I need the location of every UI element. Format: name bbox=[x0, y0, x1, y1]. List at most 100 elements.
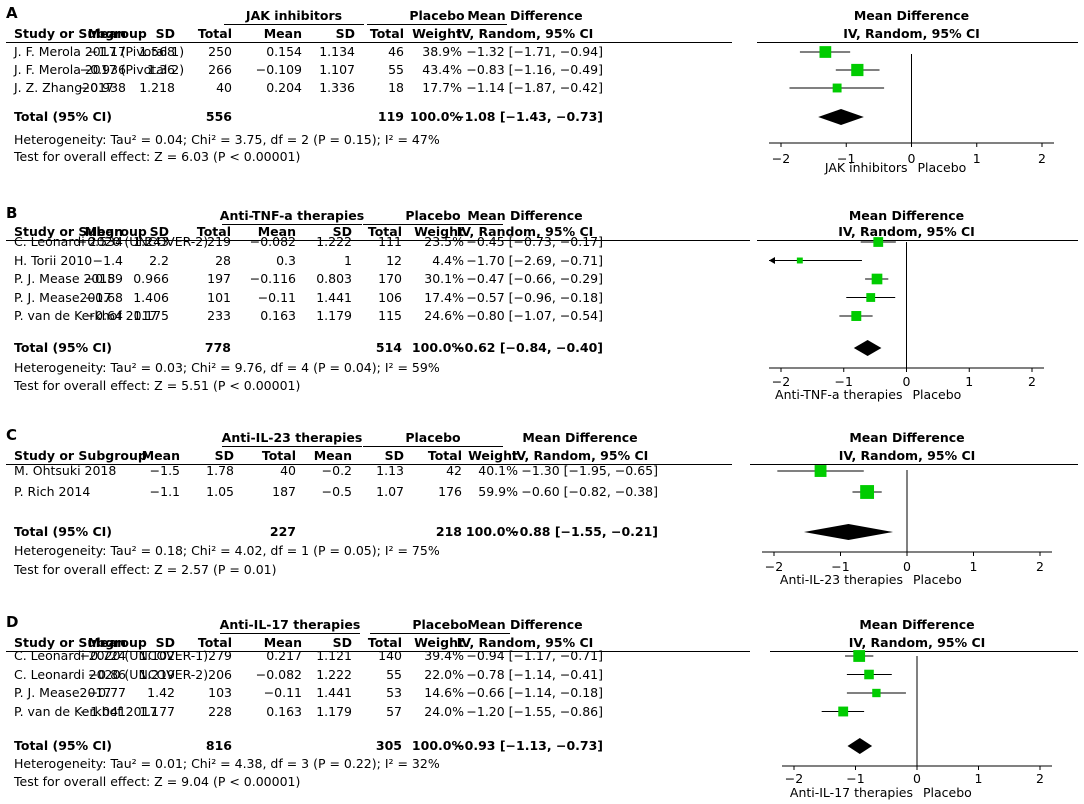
total-label: Total (95% CI) bbox=[14, 524, 113, 539]
ci-cell: −0.83 [−1.16, −0.49] bbox=[466, 62, 603, 77]
sd2-cell: 1.222 bbox=[316, 234, 352, 249]
study-name: P. Rich 2014 bbox=[14, 484, 91, 499]
plot-subtitle: IV, Random, 95% CI bbox=[848, 635, 986, 650]
mean2-cell: −0.116 bbox=[249, 271, 296, 286]
group2-header: Placebo bbox=[409, 8, 465, 23]
weight-col-header: Weight bbox=[414, 635, 464, 650]
n1-cell: 197 bbox=[207, 271, 231, 286]
mean1-cell: −0.59 bbox=[84, 271, 123, 286]
weight-col-header: Weight bbox=[412, 26, 462, 41]
weight-cell: 17.7% bbox=[422, 80, 462, 95]
total-label: Total (95% CI) bbox=[14, 738, 113, 753]
mean1-cell: −1.041 bbox=[79, 703, 126, 719]
mean1-cell: −0.936 bbox=[79, 62, 126, 77]
n1-cell: 40 bbox=[280, 463, 296, 478]
sd1-cell: 1.05 bbox=[206, 484, 234, 499]
ci-cell: −1.14 [−1.87, −0.42] bbox=[466, 80, 603, 95]
mean2-cell: −0.5 bbox=[321, 484, 352, 499]
sd1-cell: 1.568 bbox=[139, 44, 175, 59]
weight-col-header: Weight bbox=[414, 224, 464, 239]
n2-cell: 111 bbox=[378, 234, 402, 249]
total-diamond bbox=[803, 524, 894, 540]
heterogeneity-note: Heterogeneity: Tau² = 0.18; Chi² = 4.02,… bbox=[14, 543, 440, 558]
group1-header: Anti-TNF-a therapies bbox=[219, 208, 365, 223]
n2-cell: 53 bbox=[386, 685, 402, 700]
sd2-cell: 1.134 bbox=[319, 44, 355, 59]
mean1-cell: −1.5 bbox=[149, 463, 180, 478]
mean2-col-header: Mean bbox=[263, 635, 302, 650]
panel-label: B bbox=[6, 204, 18, 222]
study-col-header: Study or Subgroup bbox=[14, 448, 147, 463]
sd1-cell: 1.175 bbox=[133, 308, 169, 323]
study-marker bbox=[851, 311, 862, 321]
sd1-col-header: SD bbox=[155, 26, 175, 41]
study-marker bbox=[814, 465, 827, 477]
mean1-cell: −0.86 bbox=[87, 666, 126, 682]
x-tick-label: 1 bbox=[975, 771, 983, 786]
group1-rule bbox=[222, 224, 362, 225]
n2-cell: 170 bbox=[378, 271, 402, 286]
sd2-cell: 1.441 bbox=[316, 685, 352, 700]
mean2-cell: 0.3 bbox=[276, 252, 296, 268]
heterogeneity-note: Heterogeneity: Tau² = 0.01; Chi² = 4.38,… bbox=[14, 756, 440, 771]
x-tick-label: 2 bbox=[1038, 151, 1046, 166]
study-name: H. Torii 2010 bbox=[14, 252, 93, 268]
mean2-cell: −0.11 bbox=[257, 289, 296, 305]
x-tick-label: 2 bbox=[1036, 559, 1044, 574]
total-label: Total (95% CI) bbox=[14, 109, 113, 124]
x-tick-label: 1 bbox=[973, 151, 981, 166]
ci-cell: −0.66 [−1.14, −0.18] bbox=[466, 685, 603, 700]
x-tick-label: 1 bbox=[965, 374, 973, 389]
mean2-cell: −0.082 bbox=[249, 234, 296, 249]
header-rule bbox=[6, 651, 750, 652]
mean1-cell: −0.534 bbox=[76, 234, 123, 249]
n2-cell: 55 bbox=[388, 62, 404, 77]
total1-col-header: Total bbox=[261, 448, 296, 463]
md-header: Mean Difference bbox=[522, 430, 638, 445]
ci-cell: −1.32 [−1.71, −0.94] bbox=[466, 44, 603, 59]
heterogeneity-note: Heterogeneity: Tau² = 0.03; Chi² = 9.76,… bbox=[14, 360, 440, 375]
total-weight: 100.0% bbox=[411, 340, 464, 355]
sd1-cell: 1.406 bbox=[133, 289, 169, 305]
x-tick-label: −2 bbox=[772, 374, 790, 389]
mean2-cell: 0.217 bbox=[266, 648, 302, 663]
favors-left-label: JAK inhibitors bbox=[824, 160, 908, 175]
favors-left-label: Anti-IL-17 therapies bbox=[790, 785, 913, 800]
weight-cell: 40.1% bbox=[478, 463, 518, 478]
favors-left-label: Anti-IL-23 therapies bbox=[780, 572, 903, 587]
sd2-cell: 1 bbox=[344, 252, 352, 268]
total-n1: 816 bbox=[205, 738, 232, 753]
total2-col-header: Total bbox=[367, 635, 402, 650]
plot-header-rule bbox=[750, 464, 1078, 465]
study-marker bbox=[796, 257, 803, 264]
study-name: P. J. Mease2017 bbox=[14, 289, 112, 305]
sd1-cell: 1.78 bbox=[206, 463, 234, 478]
favors-right-label: Placebo bbox=[923, 785, 972, 800]
mean1-cell: −0.68 bbox=[84, 289, 123, 305]
total2-col-header: Total bbox=[367, 224, 402, 239]
n1-cell: 103 bbox=[208, 685, 232, 700]
mean1-cell: −0.938 bbox=[79, 80, 126, 95]
sd2-cell: 0.803 bbox=[316, 271, 352, 286]
sd1-cell: 1.36 bbox=[147, 62, 175, 77]
plot-header-rule bbox=[757, 240, 1078, 241]
weight-cell: 30.1% bbox=[424, 271, 464, 286]
group1-header: Anti-IL-23 therapies bbox=[221, 430, 363, 445]
x-tick-label: −1 bbox=[846, 771, 864, 786]
weight-cell: 14.6% bbox=[424, 685, 464, 700]
mean1-col-header: Mean bbox=[87, 635, 126, 650]
favors-right-label: Placebo bbox=[913, 387, 962, 402]
study-name: P. van de Kerkhof 2017 bbox=[14, 308, 158, 323]
n1-cell: 101 bbox=[207, 289, 231, 305]
sd1-cell: 1.42 bbox=[147, 685, 175, 700]
total-n2: 514 bbox=[375, 340, 402, 355]
total-n2: 119 bbox=[377, 109, 404, 124]
overall-effect-note: Test for overall effect: Z = 6.03 (P < 0… bbox=[14, 149, 301, 164]
plot-subtitle: IV, Random, 95% CI bbox=[838, 448, 976, 463]
weight-cell: 39.4% bbox=[424, 648, 464, 663]
panel-label: A bbox=[6, 4, 18, 22]
n2-cell: 115 bbox=[378, 308, 402, 323]
